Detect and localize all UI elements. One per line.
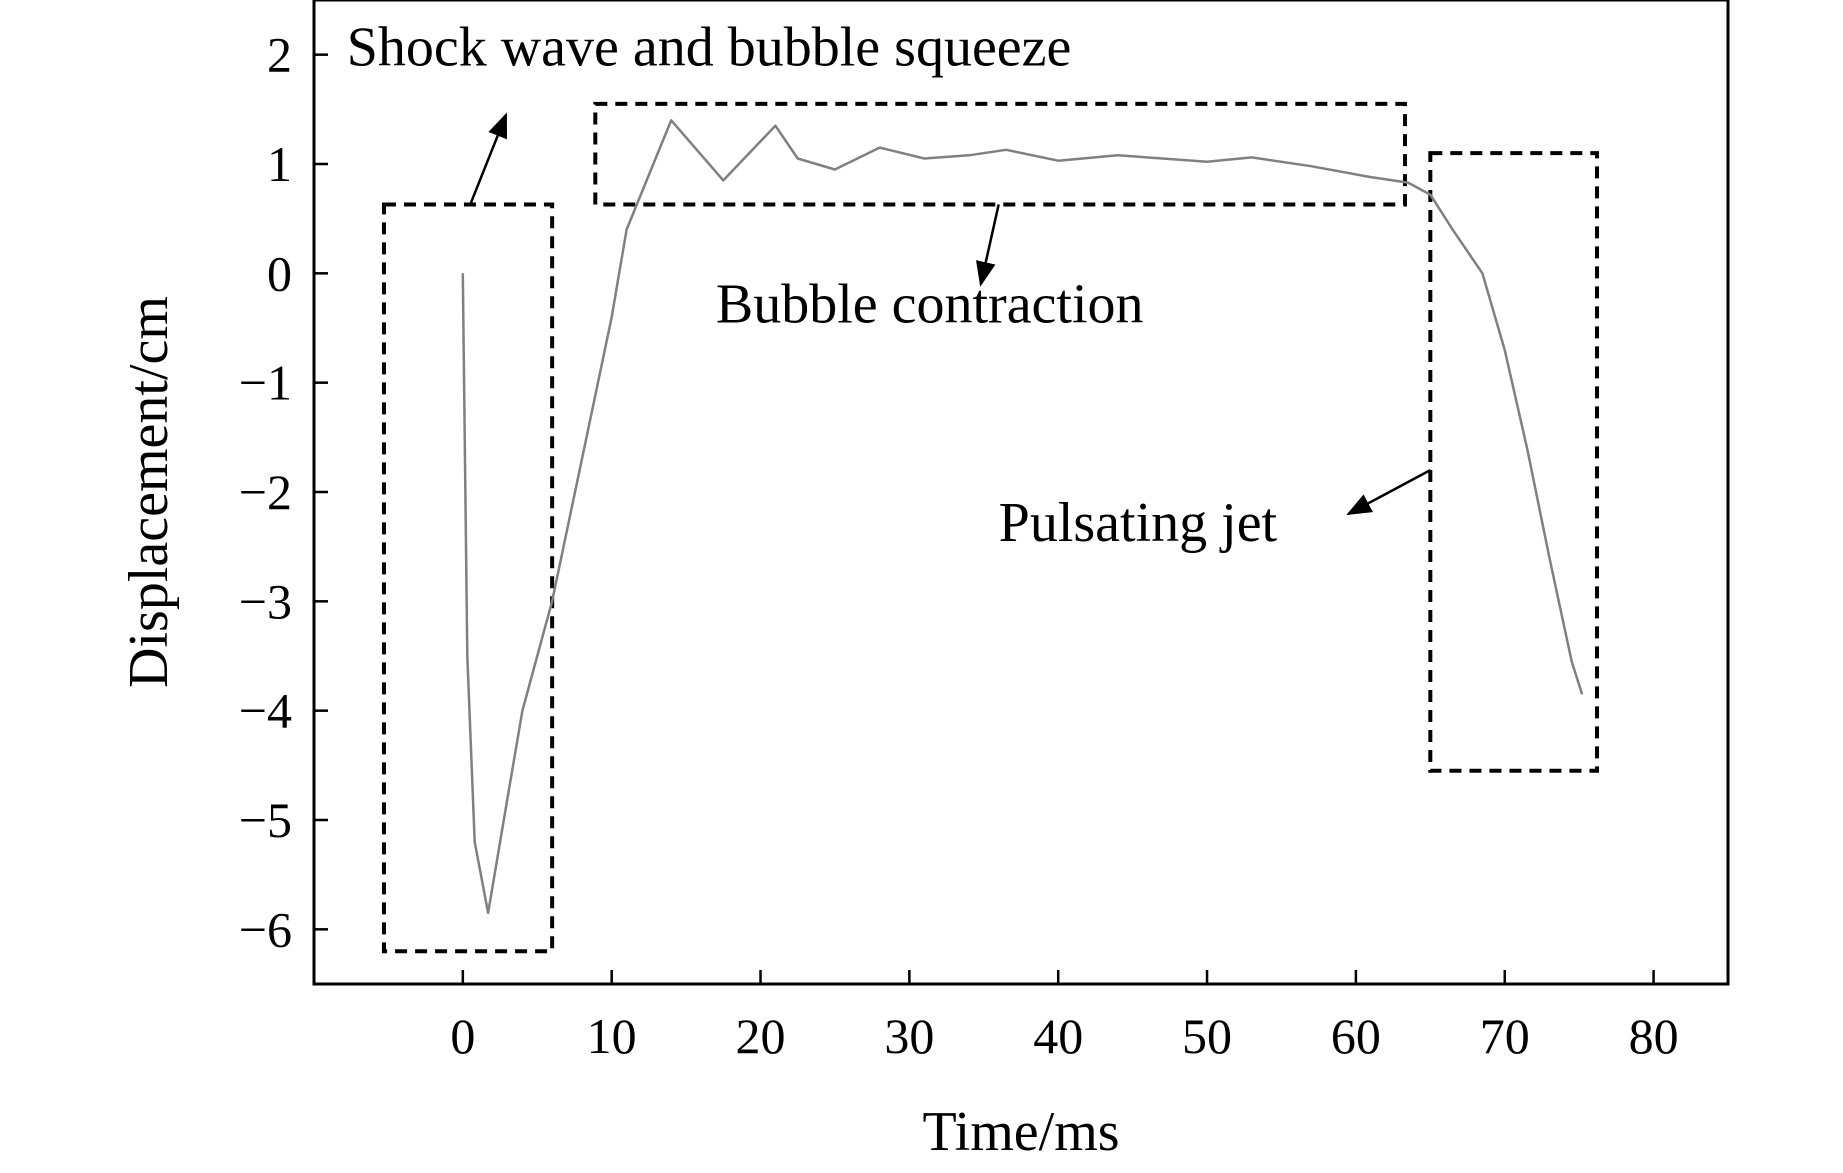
x-tick-label: 20 [736, 1008, 786, 1064]
y-axis-title: Displacement/cm [118, 296, 180, 688]
x-axis: 0 10 20 30 40 50 60 70 80 [450, 970, 1679, 1064]
x-tick-label: 0 [450, 1008, 475, 1064]
annotation-boxes [381, 101, 1600, 954]
bubble-contraction-arrow [975, 204, 1000, 287]
x-axis-title: Time/ms [922, 1101, 1119, 1163]
series-line-displacement [461, 119, 1584, 915]
shock-wave-label: Shock wave and bubble squeeze [347, 17, 1072, 79]
x-tick-label: 10 [587, 1008, 637, 1064]
y-tick-label: −2 [239, 464, 292, 520]
x-tick-label: 80 [1629, 1008, 1679, 1064]
y-tick-label: −5 [239, 792, 292, 848]
pulsating-jet-label: Pulsating jet [999, 492, 1278, 554]
x-tick-label: 60 [1331, 1008, 1381, 1064]
annotation-labels: Shock wave and bubble squeeze Bubble cont… [347, 17, 1278, 555]
y-tick-label: 1 [267, 136, 292, 192]
y-tick-label: −6 [239, 901, 292, 957]
pulsating-jet-box [1428, 151, 1600, 773]
x-tick-label: 50 [1182, 1008, 1232, 1064]
y-axis: 2 1 0 −1 −2 −3 −4 −5 −6 [239, 27, 328, 957]
y-tick-label: 0 [267, 245, 292, 301]
bubble-contraction-label: Bubble contraction [716, 274, 1144, 336]
x-tick-label: 70 [1480, 1008, 1530, 1064]
shock-wave-box [381, 202, 555, 954]
pulsating-jet-arrow [1346, 469, 1431, 516]
bubble-contraction-box [593, 101, 1408, 207]
y-tick-label: −1 [239, 355, 292, 411]
x-tick-label: 30 [884, 1008, 934, 1064]
annotation-arrows [469, 112, 1431, 516]
y-tick-label: −4 [239, 683, 292, 739]
y-tick-label: 2 [267, 27, 292, 83]
y-tick-label: −3 [239, 573, 292, 629]
shock-wave-arrow [469, 112, 508, 205]
series-layer [461, 119, 1584, 915]
x-tick-label: 40 [1033, 1008, 1083, 1064]
